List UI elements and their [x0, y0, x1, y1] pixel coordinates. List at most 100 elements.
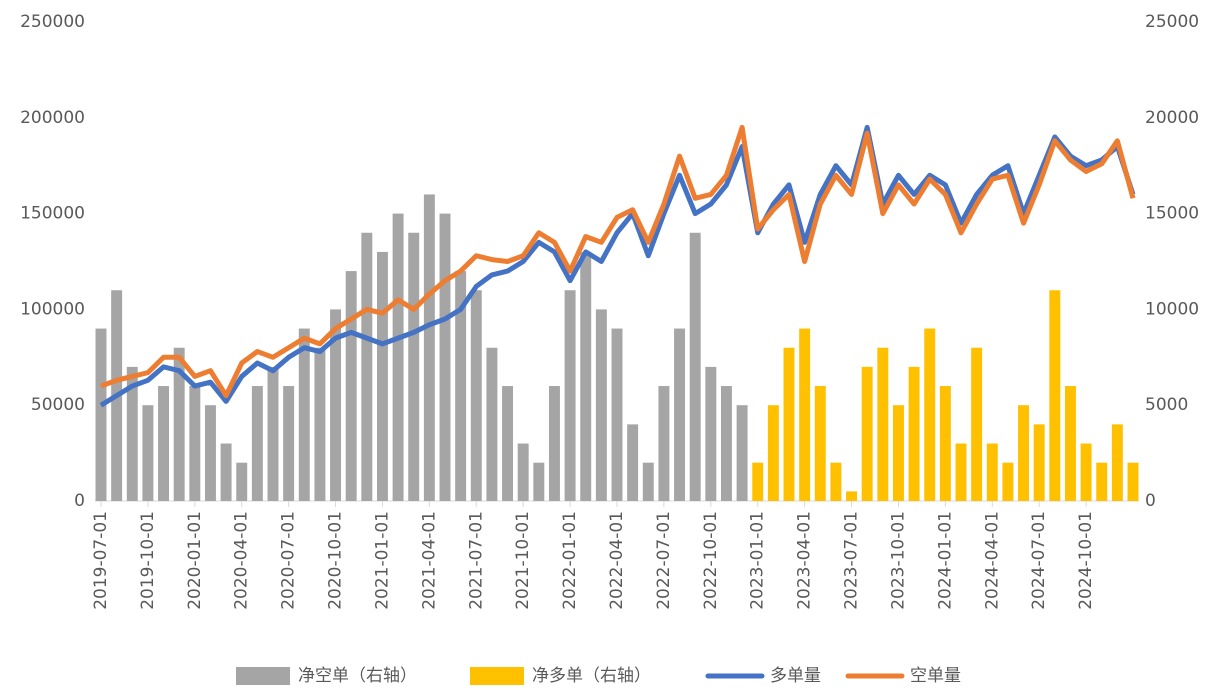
x-tick-label: 2023-10-01 — [888, 511, 908, 610]
bar — [126, 366, 138, 501]
x-tick-label: 2020-01-01 — [185, 511, 205, 610]
bar — [298, 328, 310, 501]
line — [99, 124, 1136, 408]
bar — [408, 232, 420, 501]
bar — [830, 462, 842, 501]
y-tick-label: 150000 — [20, 204, 85, 224]
bar — [924, 328, 936, 501]
bar — [439, 213, 451, 501]
x-tick-label: 2021-10-01 — [513, 511, 533, 610]
bar — [314, 347, 326, 501]
bar — [267, 366, 279, 501]
bar — [564, 290, 576, 501]
bar — [705, 366, 717, 501]
x-tick-label: 2024-04-01 — [982, 511, 1002, 610]
bar — [1080, 443, 1092, 501]
bar — [939, 386, 951, 501]
y-tick-label: 250000 — [20, 12, 85, 32]
bar — [455, 271, 467, 501]
bar — [142, 405, 154, 501]
y-tick-label: 50000 — [31, 395, 85, 415]
x-tick-label: 2023-07-01 — [842, 511, 862, 610]
bar — [236, 462, 248, 501]
y2-tick-label: 5000 — [1145, 395, 1188, 415]
y-tick-label: 0 — [74, 491, 85, 511]
y2-tick-label: 0 — [1145, 491, 1156, 511]
bar — [95, 328, 107, 501]
y2-tick-label: 20000 — [1145, 108, 1199, 128]
legend-label: 净多单（右轴） — [532, 666, 651, 686]
bar — [330, 309, 342, 501]
x-tick-label: 2020-07-01 — [279, 511, 299, 610]
x-tick-label: 2022-07-01 — [654, 511, 674, 610]
y2-tick-label: 15000 — [1145, 204, 1199, 224]
x-tick-label: 2022-04-01 — [607, 511, 627, 610]
bar — [658, 386, 670, 501]
bar — [1111, 424, 1123, 501]
x-tick-label: 2021-07-01 — [466, 511, 486, 610]
legend-label: 多单量 — [770, 666, 821, 686]
legend-label: 空单量 — [910, 666, 961, 686]
y2-tick-label: 10000 — [1145, 299, 1199, 319]
bar — [220, 443, 232, 501]
x-tick-label: 2019-07-01 — [91, 511, 111, 610]
bar — [611, 328, 623, 501]
x-tick-label: 2024-01-01 — [935, 511, 955, 610]
bar — [814, 386, 826, 501]
legend-swatch — [236, 667, 290, 685]
bar — [189, 386, 201, 501]
line — [100, 124, 1136, 399]
bar — [251, 386, 263, 501]
bar — [204, 405, 216, 501]
bar — [736, 405, 748, 501]
bar — [877, 347, 889, 501]
y2-tick-label: 25000 — [1145, 12, 1199, 32]
bar — [767, 405, 779, 501]
x-tick-label: 2021-01-01 — [372, 511, 392, 610]
x-tick-label: 2023-01-01 — [748, 511, 768, 610]
bar — [361, 232, 373, 501]
bar — [1018, 405, 1030, 501]
bar — [627, 424, 639, 501]
bar — [595, 309, 607, 501]
bar — [392, 213, 404, 501]
bar — [517, 443, 529, 501]
bar — [158, 386, 170, 501]
bar — [689, 232, 701, 501]
bar — [1127, 462, 1139, 501]
bar — [720, 386, 732, 501]
bar — [642, 462, 654, 501]
bar — [752, 462, 764, 501]
x-tick-label: 2022-10-01 — [701, 511, 721, 610]
x-tick-label: 2019-10-01 — [138, 511, 158, 610]
bar — [533, 462, 545, 501]
bar — [502, 386, 514, 501]
x-tick-label: 2023-04-01 — [795, 511, 815, 610]
x-tick-label: 2020-10-01 — [326, 511, 346, 610]
bar — [799, 328, 811, 501]
bar — [580, 251, 592, 501]
bar — [892, 405, 904, 501]
x-tick-label: 2020-04-01 — [232, 511, 252, 610]
bar — [376, 251, 388, 501]
bar — [971, 347, 983, 501]
bar — [1049, 290, 1061, 501]
bar — [548, 386, 560, 501]
x-tick-label: 2021-04-01 — [419, 511, 439, 610]
x-tick-label: 2022-01-01 — [560, 511, 580, 610]
x-tick-label: 2024-10-01 — [1076, 511, 1096, 610]
bar — [846, 491, 858, 501]
legend-swatch — [470, 667, 524, 685]
bar — [674, 328, 686, 501]
bar — [1064, 386, 1076, 501]
bar — [986, 443, 998, 501]
x-tick-label: 2024-07-01 — [1029, 511, 1049, 610]
legend-label: 净空单（右轴） — [298, 666, 417, 686]
y-tick-label: 100000 — [20, 299, 85, 319]
bar — [470, 290, 482, 501]
bar — [783, 347, 795, 501]
bar — [486, 347, 498, 501]
bar — [1096, 462, 1108, 501]
bar — [423, 194, 435, 501]
